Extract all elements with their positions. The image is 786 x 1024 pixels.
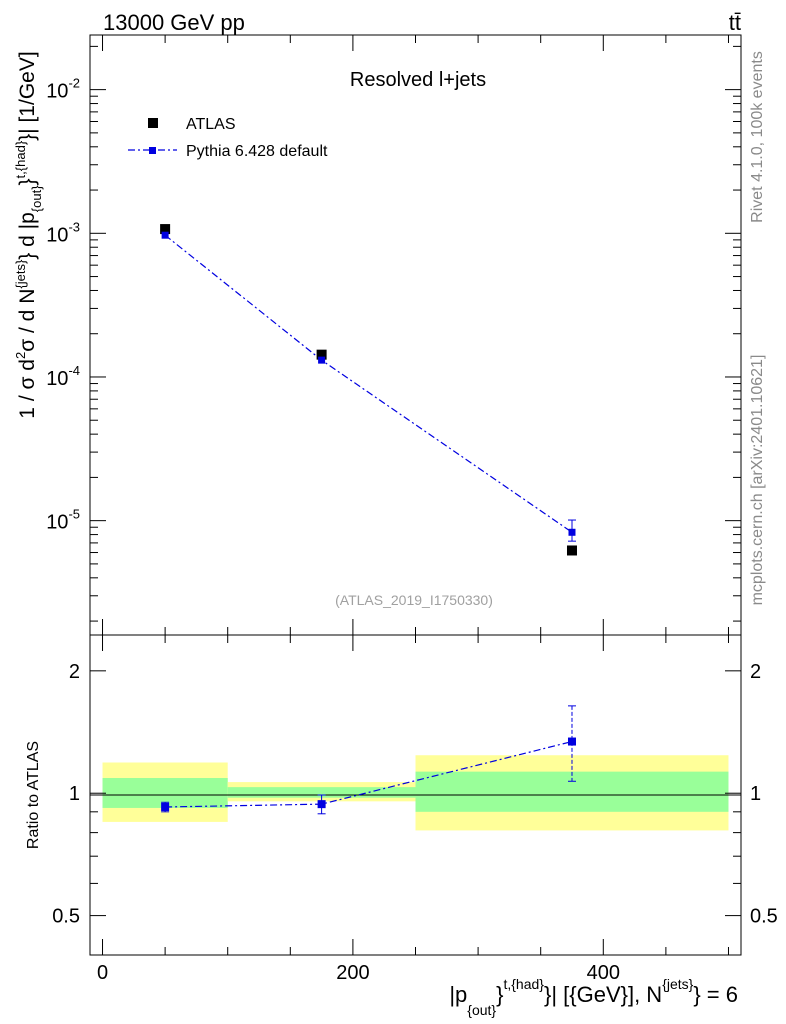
main-y-tick-label: 10-5 xyxy=(46,507,80,534)
x-tick-label: 0 xyxy=(97,962,108,984)
main-y-tick-label: 10-4 xyxy=(46,363,80,390)
pythia-point xyxy=(318,356,326,364)
ratio-y-tick-label-right: 0.5 xyxy=(750,906,778,928)
process-label: tt̄ xyxy=(729,10,741,35)
pythia-point xyxy=(568,528,576,536)
pythia-point xyxy=(161,231,169,239)
analysis-watermark: (ATLAS_2019_I1750330) xyxy=(335,592,493,608)
ratio-pythia-point xyxy=(567,737,576,746)
legend-atlas-label: ATLAS xyxy=(186,116,236,133)
main-panel: Resolved l+jets (ATLAS_2019_I1750330) AT… xyxy=(13,34,742,636)
ratio-y-tick-label: 0.5 xyxy=(52,906,80,928)
atlas-point xyxy=(160,224,171,235)
main-y-tick-label: 10-2 xyxy=(46,76,80,103)
ratio-y-tick-label: 2 xyxy=(69,661,80,683)
main-y-axis-label: 1 / σ d2σ / d N{jets}} d |p{out}}t,{had}… xyxy=(13,51,44,418)
atlas-point xyxy=(566,545,577,556)
x-axis-label: |p{out}}t,{had}}| [{GeV}], N{jets}} = 6 xyxy=(449,976,738,1018)
energy-label: 13000 GeV pp xyxy=(103,10,245,35)
ratio-band-stat xyxy=(227,787,416,798)
x-tick-label: 200 xyxy=(336,962,369,984)
rivet-label: Rivet 4.1.0, 100k events xyxy=(749,51,766,223)
ratio-pythia-point xyxy=(161,802,170,811)
atlas-point xyxy=(316,349,327,360)
ratio-band-stat xyxy=(415,771,729,812)
source-label: mcplots.cern.ch [arXiv:2401.10621] xyxy=(749,355,766,606)
ratio-y-tick-label-right: 2 xyxy=(750,661,761,683)
legend-atlas-marker xyxy=(148,118,158,128)
legend-pythia-marker xyxy=(149,147,156,154)
legend-pythia-label: Pythia 6.428 default xyxy=(186,143,328,160)
ratio-panel: 0.5 0.5 1 1 2 2 0 200 400 Ratio to ATLAS |p{out… xyxy=(25,35,778,1018)
main-y-tick-label: 10-3 xyxy=(46,219,80,246)
pythia-series-line xyxy=(164,234,573,533)
ratio-y-tick-label-right: 1 xyxy=(750,783,761,805)
x-tick-label: 400 xyxy=(587,962,620,984)
ratio-pythia-point xyxy=(317,800,326,809)
ratio-y-tick-label: 1 xyxy=(69,783,80,805)
main-panel-title: Resolved l+jets xyxy=(350,69,486,91)
ratio-panel-frame xyxy=(89,634,742,956)
ratio-y-axis-label: Ratio to ATLAS xyxy=(25,741,42,849)
